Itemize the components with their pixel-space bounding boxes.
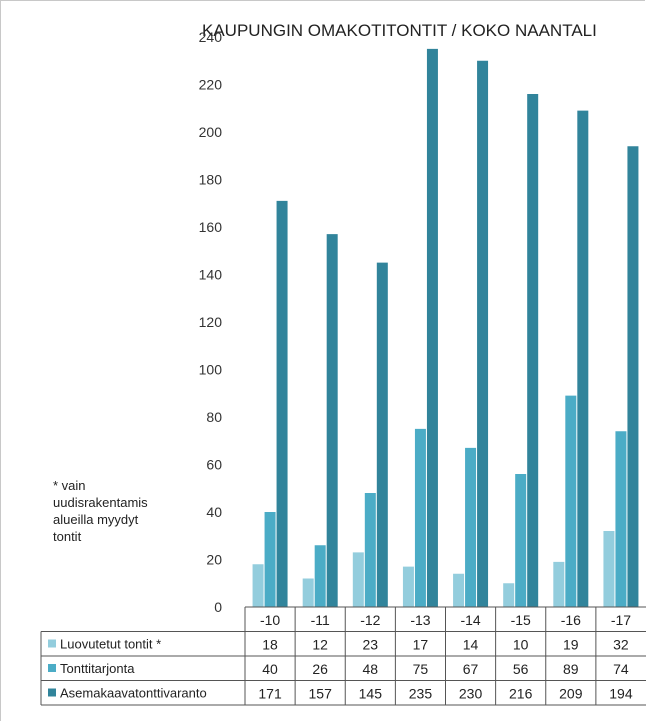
bar — [477, 60, 489, 607]
data-label: 56 — [513, 661, 529, 677]
bar — [402, 566, 414, 607]
y-tick-label: 220 — [199, 77, 223, 93]
bar — [565, 395, 577, 607]
data-label: 145 — [359, 686, 383, 702]
bar — [264, 512, 276, 607]
data-label: 40 — [262, 661, 278, 677]
x-tick-label: -17 — [611, 612, 631, 628]
bar — [426, 48, 438, 607]
x-tick-label: -11 — [311, 612, 330, 628]
x-tick-label: -15 — [511, 612, 531, 628]
y-tick-label: 120 — [199, 314, 223, 330]
data-label: 18 — [262, 637, 278, 653]
bar — [577, 110, 589, 607]
data-label: 48 — [363, 661, 379, 677]
data-label: 75 — [413, 661, 429, 677]
bar — [465, 447, 477, 607]
bar — [627, 146, 639, 607]
data-label: 10 — [513, 637, 529, 653]
y-axis: 0 20 40 60 80 100 120 140 160 180 200 220 240 — [199, 29, 223, 615]
x-tick-label: -16 — [561, 612, 581, 628]
data-label: 32 — [613, 637, 629, 653]
y-tick-label: 20 — [206, 552, 222, 568]
data-label: 23 — [363, 637, 379, 653]
data-label: 17 — [413, 637, 429, 653]
bar — [553, 561, 565, 607]
data-label: 235 — [409, 686, 433, 702]
y-tick-label: 40 — [206, 504, 222, 520]
data-label: 216 — [509, 686, 533, 702]
data-label: 12 — [312, 637, 328, 653]
data-table: -10 -11 -12 -13 -14 -15 -16 -17 Luovutetut tonti… — [40, 606, 646, 706]
legend-swatch — [48, 688, 56, 697]
y-tick-label: 200 — [199, 124, 223, 140]
data-label: 171 — [258, 686, 282, 702]
x-tick-label: -10 — [260, 612, 280, 628]
data-label: 89 — [563, 661, 579, 677]
bar — [364, 493, 376, 607]
bar — [276, 200, 288, 607]
y-tick-label: 0 — [214, 599, 222, 615]
bar — [314, 545, 326, 607]
bar — [527, 94, 539, 607]
data-label: 230 — [459, 686, 483, 702]
bar — [603, 531, 615, 607]
bar — [615, 431, 627, 607]
data-label: 26 — [312, 661, 328, 677]
bar — [376, 262, 388, 607]
bars — [252, 48, 639, 607]
bar — [515, 474, 527, 607]
data-label: 194 — [609, 686, 633, 702]
x-tick-label: -12 — [360, 612, 380, 628]
data-label: 14 — [463, 637, 479, 653]
y-tick-label: 180 — [199, 172, 223, 188]
bar — [302, 578, 314, 607]
bar — [503, 583, 515, 607]
y-tick-label: 60 — [206, 457, 222, 473]
y-tick-label: 80 — [206, 409, 222, 425]
footnote: * vain uudisrakentamis alueilla myydyt t… — [53, 478, 148, 544]
legend-swatch — [48, 664, 56, 672]
chart-title: KAUPUNGIN OMAKOTITONTIT / KOKO NAANTALI — [202, 21, 597, 40]
legend-label: Luovutetut tontit * — [60, 637, 161, 652]
data-label: 157 — [309, 686, 333, 702]
data-label: 209 — [559, 686, 583, 702]
bar — [453, 573, 465, 607]
y-tick-label: 140 — [199, 267, 223, 283]
x-tick-label: -14 — [460, 612, 480, 628]
y-tick-label: 100 — [199, 362, 223, 378]
data-label: 67 — [463, 661, 479, 677]
y-tick-label: 240 — [199, 29, 223, 45]
legend-swatch — [48, 639, 56, 648]
legend-label: Asemakaavatonttivaranto — [60, 686, 207, 701]
x-tick-label: -13 — [410, 612, 430, 628]
bar — [326, 234, 338, 607]
bar — [414, 428, 426, 607]
data-label: 74 — [613, 661, 629, 677]
y-tick-label: 160 — [199, 219, 223, 235]
bar — [352, 552, 364, 607]
data-label: 19 — [563, 637, 579, 653]
legend-label: Tonttitarjonta — [60, 661, 135, 676]
bar — [252, 564, 264, 607]
